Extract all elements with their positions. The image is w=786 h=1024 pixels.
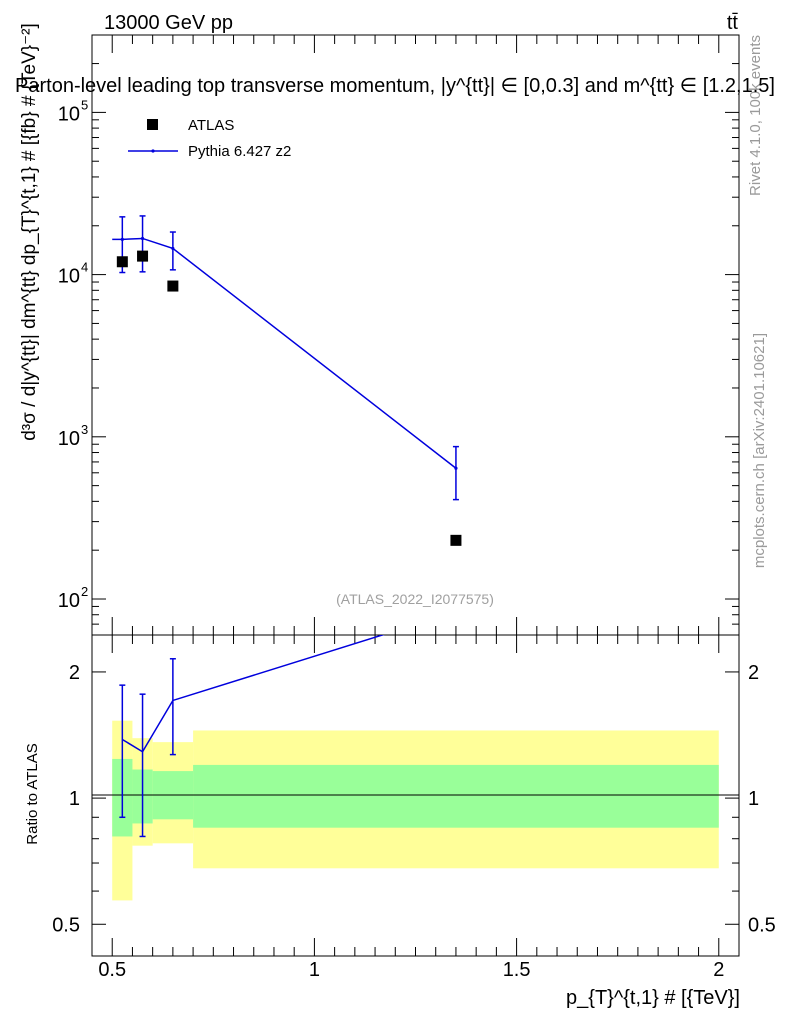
pythia-point-2 bbox=[171, 246, 175, 251]
main-data-layer bbox=[112, 215, 462, 546]
xtick-label-1: 1 bbox=[309, 959, 320, 981]
ratio-ytick-label-left-2: 2 bbox=[69, 662, 80, 684]
x-axis-label: p_{T}^{t,1} # [{TeV}] bbox=[566, 987, 740, 1009]
legend-atlas-marker bbox=[147, 119, 158, 130]
ratio-ytick-label-left-0: 0.5 bbox=[52, 914, 80, 936]
ratio-band-layer bbox=[112, 720, 719, 901]
xtick-label-3: 2 bbox=[713, 959, 724, 981]
xtick-label-2: 1.5 bbox=[503, 959, 531, 981]
main-ytick-exp-3: 5 bbox=[81, 97, 88, 112]
atlas-point-2 bbox=[167, 280, 179, 292]
pythia-point-0 bbox=[120, 237, 124, 241]
ratio-ytick-label-right-0: 0.5 bbox=[748, 914, 776, 936]
main-ytick-label-2: 10 bbox=[58, 266, 80, 288]
band-inner-3 bbox=[193, 764, 719, 828]
ratio-pythia-line bbox=[121, 635, 385, 753]
pythia-line bbox=[112, 237, 457, 469]
main-ytick-label-0: 10 bbox=[58, 590, 80, 612]
header-right: tt̄ bbox=[727, 12, 739, 34]
legend-pythia-label: Pythia 6.427 z2 bbox=[188, 143, 291, 160]
xtick-label-0: 0.5 bbox=[98, 959, 126, 981]
main-ytick-exp-0: 2 bbox=[81, 584, 88, 599]
pythia-point-3 bbox=[454, 466, 458, 470]
atlas-point-0 bbox=[116, 256, 128, 268]
atlas-point-3 bbox=[450, 534, 462, 546]
main-ytick-label-3: 10 bbox=[58, 103, 80, 125]
ratio-ytick-label-right-1: 1 bbox=[748, 788, 759, 810]
ratio-y-axis-label: Ratio to ATLAS bbox=[24, 743, 41, 844]
main-ytick-exp-2: 4 bbox=[81, 260, 88, 275]
legend-pythia-marker bbox=[151, 149, 155, 153]
ratio-data-layer bbox=[119, 635, 385, 838]
mcplots-label: mcplots.cern.ch [arXiv:2401.10621] bbox=[751, 333, 768, 568]
main-ytick-label-1: 10 bbox=[58, 428, 80, 450]
pythia-point-1 bbox=[140, 236, 145, 241]
rivet-label: Rivet 4.1.0, 100k events bbox=[747, 35, 764, 196]
ratio-ytick-label-right-2: 2 bbox=[748, 662, 759, 684]
main-ytick-exp-1: 3 bbox=[81, 422, 88, 437]
main-y-axis-label: d³σ / d|y^{tt}| dm^{tt} dp_{T}^{t,1} # [… bbox=[19, 23, 40, 441]
analysis-watermark: (ATLAS_2022_I2077575) bbox=[336, 591, 494, 607]
atlas-point-1 bbox=[137, 250, 149, 262]
ratio-ytick-label-left-1: 1 bbox=[69, 788, 80, 810]
header-left: 13000 GeV pp bbox=[104, 12, 233, 34]
plot-title: Parton-level leading top transverse mome… bbox=[15, 75, 775, 97]
legend-atlas-label: ATLAS bbox=[188, 117, 234, 134]
